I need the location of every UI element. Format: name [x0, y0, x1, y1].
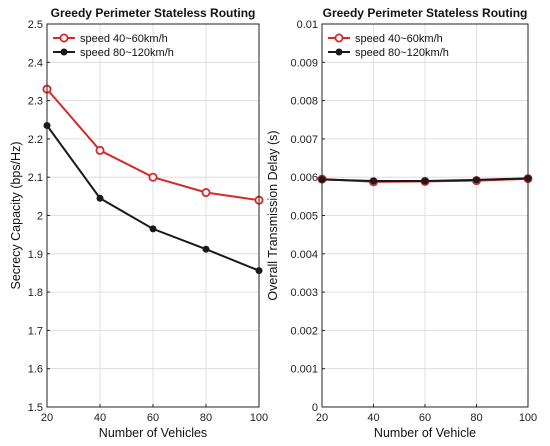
y-tick-label: 2: [37, 211, 43, 223]
ticks: 20 40 60 80 100 0 0.001 0.002 0.003 0.004 0.005 0.0…: [290, 19, 537, 424]
data-point-s1-3: [473, 176, 480, 184]
ticks: 20 40 60 80 100 1.5 1.6 1.7 1.8 1.9 2 2.1 2.2 2.3 2.4 2…: [28, 19, 268, 424]
y-tick-label: 0.005: [290, 211, 318, 223]
y-tick-label: 2.5: [28, 19, 43, 31]
y-tick-label: 0: [312, 402, 318, 414]
y-tick-label: 0.004: [290, 249, 318, 261]
y-tick-label: 2.2: [28, 134, 43, 146]
legend: speed 40~60km/h speed 80~120km/h: [328, 33, 449, 59]
x-tick-label: 60: [419, 412, 431, 424]
y-tick-label: 1.9: [28, 249, 43, 261]
legend-swatch-marker: [60, 48, 68, 56]
y-tick-label: 0.009: [290, 57, 318, 69]
data-point-s0-2: [148, 172, 158, 182]
data-point-s1-2: [421, 177, 429, 185]
x-tick-label: 20: [41, 412, 53, 424]
y-tick-label: 0.01: [297, 19, 318, 31]
y-tick-label: 1.5: [28, 402, 43, 414]
x-tick-label: 40: [94, 412, 106, 424]
data-point-s0-3: [201, 188, 211, 198]
x-axis-label: Number of Vehicles: [99, 426, 207, 440]
y-tick-label: 2.3: [28, 96, 43, 108]
x-tick-label: 80: [470, 412, 482, 424]
x-tick-label: 80: [200, 412, 212, 424]
legend: speed 40~60km/h speed 80~120km/h: [53, 33, 174, 59]
y-tick-label: 1.7: [28, 325, 43, 337]
y-axis-label: Secrecy Capacity (bps/Hz): [9, 142, 23, 290]
data-point-s1-3: [202, 245, 210, 253]
chart-secrecy-capacity: 20 40 60 80 100 1.5 1.6 1.7 1.8 1.9 2 2.1 2.2 2.3 2.4 2…: [9, 6, 268, 440]
y-tick-label: 1.8: [28, 287, 43, 299]
y-tick-label: 0.003: [290, 287, 318, 299]
data-point-s1-1: [370, 177, 377, 185]
x-tick-label: 40: [367, 412, 379, 424]
y-tick-label: 2.4: [28, 57, 43, 69]
legend-label: speed 40~60km/h: [355, 33, 443, 45]
y-tick-label: 2.1: [28, 172, 43, 184]
x-tick-label: 60: [147, 412, 159, 424]
chart-title: Greedy Perimeter Stateless Routing: [323, 6, 528, 20]
chart-title: Greedy Perimeter Stateless Routing: [51, 6, 256, 20]
legend-swatch-marker: [59, 33, 69, 43]
y-tick-label: 0.002: [290, 325, 318, 337]
y-tick-label: 0.006: [290, 172, 318, 184]
legend-label: speed 80~120km/h: [80, 47, 174, 59]
legend-label: speed 80~120km/h: [355, 47, 449, 59]
y-tick-label: 1.6: [28, 364, 43, 376]
data-point-s1-1: [96, 194, 104, 202]
grid: [46, 23, 260, 408]
legend-swatch-marker: [334, 33, 344, 43]
legend-label: speed 40~60km/h: [80, 33, 168, 45]
legend-swatch-marker: [335, 48, 343, 56]
x-tick-label: 20: [316, 412, 328, 424]
y-tick-label: 0.008: [290, 96, 318, 108]
x-tick-label: 100: [519, 412, 537, 424]
chart-transmission-delay: 20 40 60 80 100 0 0.001 0.002 0.003 0.004 0.005 0.0…: [266, 6, 537, 440]
x-axis-label: Number of Vehicle: [374, 426, 476, 440]
y-tick-label: 0.001: [290, 364, 318, 376]
y-axis-label: Overall Transmission Delay (s): [266, 130, 280, 300]
data-point-s0-1: [95, 145, 105, 155]
data-point-s1-2: [149, 225, 157, 233]
y-tick-label: 0.007: [290, 134, 318, 146]
x-tick-label: 100: [250, 412, 268, 424]
